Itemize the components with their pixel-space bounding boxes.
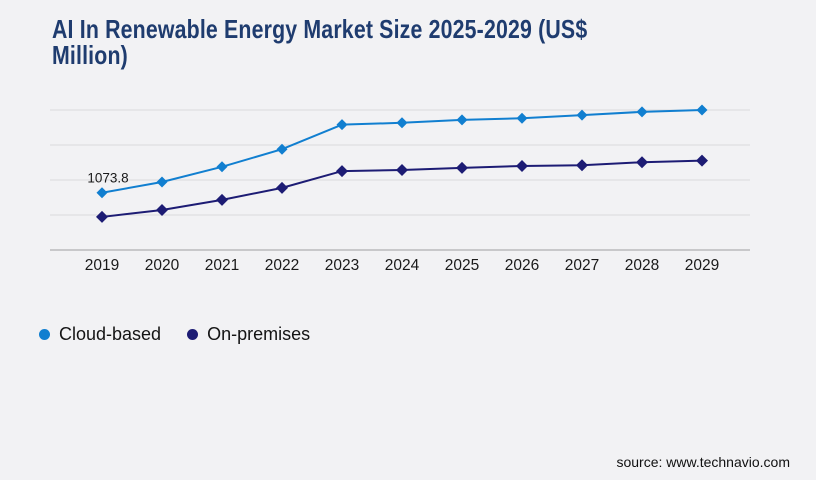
x-tick-label: 2021 (205, 257, 239, 274)
marker-diamond-icon (456, 114, 468, 126)
x-tick-label: 2028 (625, 257, 659, 274)
x-tick-label: 2020 (145, 257, 180, 274)
marker-diamond-icon (576, 159, 588, 172)
chart-legend: Cloud-based On-premises (39, 324, 310, 345)
legend-dot-onprem-icon (187, 329, 199, 340)
x-tick-label: 2019 (85, 257, 119, 274)
marker-diamond-icon (156, 176, 168, 188)
x-tick-label: 2025 (445, 257, 479, 274)
marker-diamond-icon (516, 112, 528, 124)
marker-diamond-icon (696, 104, 708, 116)
x-tick-label: 2029 (685, 257, 719, 274)
marker-diamond-icon (576, 109, 588, 121)
x-tick-label: 2023 (325, 257, 359, 274)
legend-label-cloud: Cloud-based (59, 324, 162, 344)
x-tick-label: 2024 (385, 257, 420, 274)
marker-diamond-icon (216, 193, 228, 206)
chart-title: AI In Renewable Energy Market Size 2025-… (52, 14, 588, 70)
marker-diamond-icon (276, 143, 288, 155)
marker-diamond-icon (216, 161, 228, 173)
x-tick-label: 2026 (505, 257, 539, 274)
x-tick-label: 2027 (565, 257, 599, 274)
source-credit: source: www.technavio.com (616, 454, 790, 470)
marker-diamond-icon (636, 106, 648, 118)
marker-diamond-icon (336, 165, 348, 178)
marker-diamond-icon (516, 160, 528, 172)
legend-label-onprem: On-premises (207, 324, 311, 344)
marker-diamond-icon (96, 187, 108, 199)
marker-diamond-icon (276, 181, 288, 194)
marker-diamond-icon (396, 164, 408, 176)
marker-diamond-icon (336, 119, 348, 131)
marker-diamond-icon (96, 210, 108, 223)
marker-diamond-icon (636, 156, 648, 169)
marker-diamond-icon (456, 161, 468, 174)
legend-item-on-premises: On-premises (187, 324, 310, 345)
marker-diamond-icon (156, 204, 168, 216)
marker-diamond-icon (396, 117, 408, 129)
marker-diamond-icon (696, 154, 708, 167)
x-tick-label: 2022 (265, 257, 299, 274)
legend-item-cloud-based: Cloud-based (39, 324, 161, 345)
legend-dot-cloud-icon (39, 329, 50, 340)
data-point-label: 1073.8 (87, 171, 128, 186)
